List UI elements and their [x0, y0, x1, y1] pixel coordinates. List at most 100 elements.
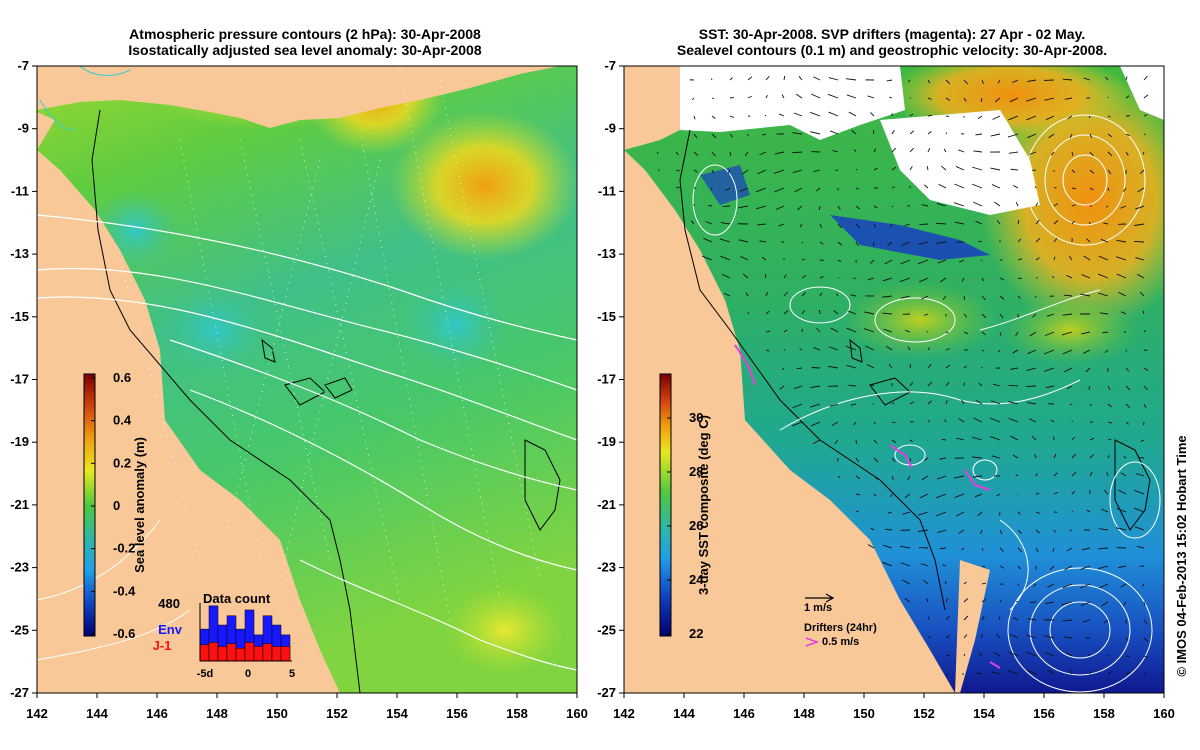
- imos-credit: © IMOS 04-Feb-2013 15:02 Hobart Time: [1174, 435, 1189, 676]
- velocity-arrow: [1116, 507, 1127, 513]
- histogram-bar-j1: [199, 644, 210, 662]
- velocity-arrow: [779, 385, 785, 390]
- velocity-arrow: [873, 205, 878, 209]
- right-xtick-156: 156: [1033, 706, 1055, 721]
- velocity-arrow: [918, 511, 929, 516]
- velocity-arrow: [981, 331, 986, 336]
- velocity-arrow: [963, 97, 967, 102]
- velocity-arrow: [1044, 97, 1055, 101]
- velocity-arrow: [978, 240, 983, 243]
- velocity-arrow: [1099, 528, 1109, 531]
- velocity-arrow: [945, 348, 950, 351]
- velocity-arrow: [1017, 295, 1021, 299]
- left-ytick--27: -27: [10, 685, 29, 700]
- velocity-arrow: [980, 529, 983, 535]
- velocity-arrow: [742, 169, 749, 175]
- velocity-arrow: [900, 259, 911, 265]
- velocity-arrow: [1123, 601, 1127, 607]
- velocity-arrow: [738, 205, 749, 209]
- velocity-arrow: [855, 439, 857, 444]
- velocity-arrow: [848, 384, 857, 387]
- velocity-arrow: [1099, 583, 1109, 589]
- velocity-arrow: [703, 237, 713, 243]
- velocity-arrow: [1067, 115, 1073, 120]
- velocity-arrow: [1034, 295, 1037, 298]
- velocity-arrow: [1089, 454, 1094, 459]
- velocity-arrow: [837, 223, 843, 229]
- velocity-arrow: [963, 79, 969, 85]
- velocity-arrow: [919, 493, 929, 499]
- velocity-arrow: [819, 276, 824, 279]
- velocity-arrow: [765, 291, 768, 297]
- velocity-arrow: [1052, 547, 1055, 552]
- velocity-arrow: [1143, 94, 1149, 99]
- right-xtick-158: 158: [1093, 706, 1115, 721]
- left-ytick--21: -21: [10, 497, 29, 512]
- velocity-arrow: [1107, 151, 1113, 157]
- velocity-arrow: [1017, 219, 1020, 225]
- drifter-key-title: Drifters (24hr): [804, 622, 877, 634]
- velocity-arrow: [1107, 133, 1113, 138]
- velocity-arrow: [991, 455, 1001, 459]
- velocity-arrow: [1035, 547, 1039, 553]
- velocity-arrow: [1083, 349, 1091, 354]
- velocity-arrow: [907, 346, 911, 351]
- velocity-arrow: [1061, 601, 1073, 606]
- velocity-arrow: [1107, 671, 1112, 675]
- velocity-arrow: [1066, 547, 1073, 552]
- velocity-arrow: [1089, 437, 1095, 441]
- velocity-arrow: [1030, 601, 1037, 604]
- velocity-arrow: [873, 493, 877, 497]
- velocity-arrow: [909, 401, 915, 405]
- velocity-arrow: [1035, 237, 1041, 243]
- velocity-arrow: [963, 634, 968, 639]
- velocity-arrow: [1104, 619, 1109, 624]
- velocity-arrow: [873, 223, 877, 228]
- velocity-arrow: [729, 133, 734, 138]
- velocity-arrow: [891, 147, 897, 153]
- velocity-arrow: [945, 634, 951, 639]
- velocity-arrow: [1104, 349, 1109, 354]
- velocity-arrow: [1099, 312, 1109, 315]
- histogram-bar-j1: [208, 642, 219, 662]
- velocity-arrow: [836, 293, 839, 297]
- velocity-arrow: [801, 275, 807, 279]
- histogram-bar-j1: [217, 646, 228, 662]
- velocity-arrow: [855, 168, 858, 171]
- velocity-arrow: [909, 147, 915, 153]
- velocity-arrow: [1053, 453, 1057, 459]
- velocity-arrow: [867, 364, 875, 369]
- velocity-arrow: [927, 420, 931, 423]
- velocity-arrow: [1105, 76, 1109, 81]
- velocity-arrow: [818, 205, 821, 211]
- velocity-arrow: [904, 493, 911, 499]
- velocity-arrow: [927, 79, 931, 84]
- velocity-arrow: [891, 421, 896, 424]
- left-xtick-148: 148: [206, 706, 228, 721]
- velocity-arrow: [848, 111, 857, 117]
- velocity-arrow: [747, 95, 752, 99]
- velocity-arrow: [1143, 403, 1147, 409]
- velocity-arrow: [1031, 435, 1037, 441]
- histogram-xtick-neg5: -5d: [197, 668, 214, 680]
- velocity-arrow: [1027, 349, 1037, 355]
- left-shelf-contour: [91, 109, 361, 693]
- velocity-arrow: [935, 222, 947, 225]
- velocity-arrow: [870, 259, 875, 264]
- velocity-arrow: [1026, 115, 1037, 121]
- velocity-arrow: [927, 364, 932, 369]
- velocity-arrow: [945, 400, 948, 405]
- velocity-arrow: [963, 581, 967, 585]
- right-ytick--15: -15: [597, 309, 616, 324]
- right-cloud-mask-north: [680, 66, 905, 140]
- right-velocity-field: [656, 75, 1149, 676]
- velocity-arrow: [944, 580, 947, 585]
- left-anomaly-low-east: [400, 275, 510, 375]
- velocity-arrow: [963, 313, 968, 318]
- velocity-arrow: [885, 345, 893, 351]
- velocity-arrow: [799, 348, 803, 351]
- velocity-arrow: [867, 277, 875, 281]
- velocity-arrow: [963, 295, 966, 301]
- velocity-arrow: [891, 457, 896, 463]
- velocity-arrow: [1125, 76, 1128, 81]
